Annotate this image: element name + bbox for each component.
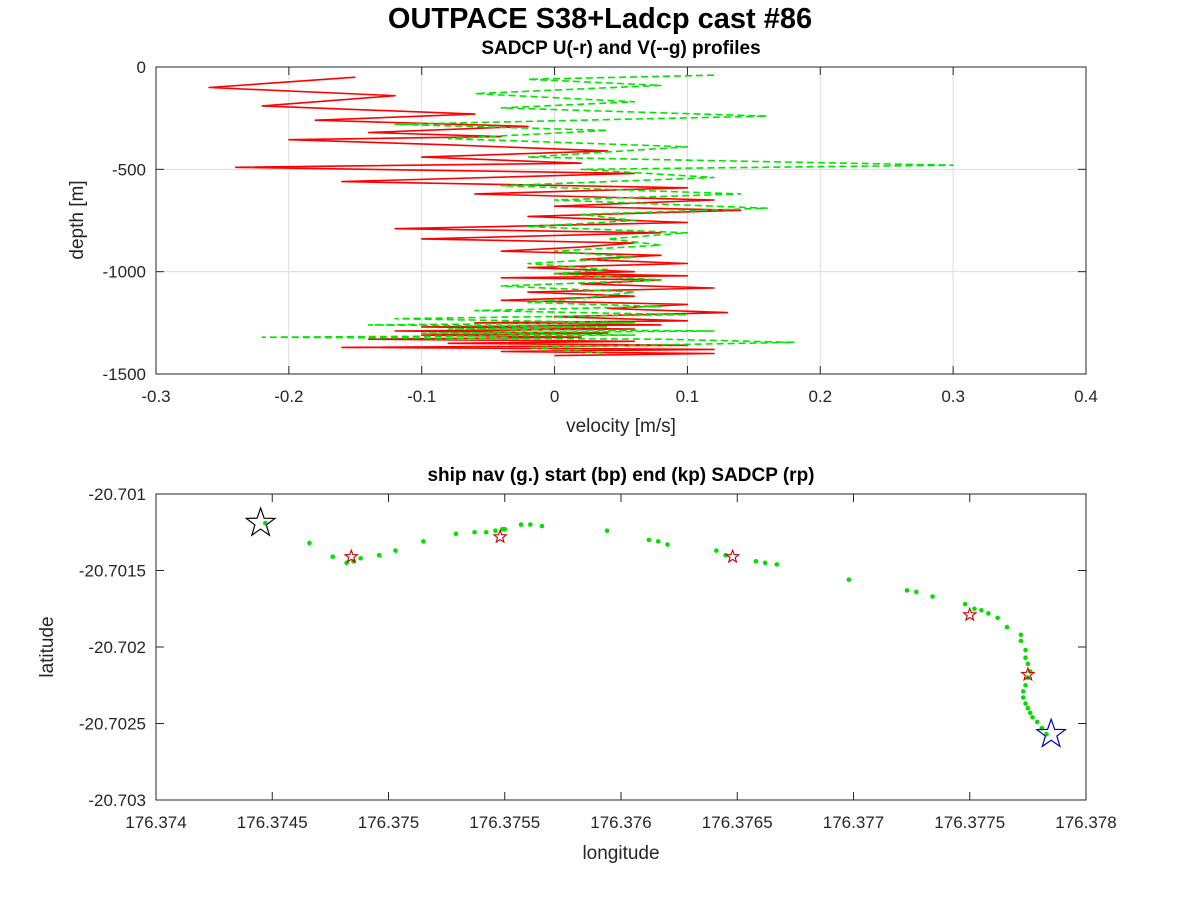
nav-ylabel: latitude [37,616,58,677]
nav-point [453,531,459,537]
profile-title: SADCP U(-r) and V(--g) profiles [481,38,760,59]
nav-point [1030,715,1035,720]
nav-panel: 176.374 176.3745 176.375 176.3755 176.376 176… [37,465,1117,864]
sadcp-star-marker [724,548,741,564]
nav-point [665,542,670,547]
profile-ticks: -0.3 -0.2 -0.1 0 0.1 0.2 0.3 0.4 -1500 -1000 -500 0 [103,58,1098,406]
nav-xtick-label: 176.377 [823,813,884,832]
nav-point [904,588,910,593]
nav-xtick-label: 176.375 [358,813,419,832]
nav-point [972,606,977,612]
nav-point [358,555,363,561]
nav-point [1023,655,1028,661]
nav-ytick-label: -20.702 [88,638,146,657]
nav-ytick-label: -20.7015 [79,562,146,581]
nav-xtick-label: 176.376 [590,813,651,832]
nav-point [753,559,759,564]
nav-point [846,577,852,582]
nav-point [376,552,382,558]
profile-ylabel: depth [m] [67,180,88,259]
nav-point [655,539,661,544]
nav-point [1034,719,1040,725]
nav-xtick-label: 176.3745 [237,813,308,832]
profile-axes-box [155,66,1087,375]
profile-xtick-label: -0.1 [407,387,436,406]
nav-point [762,560,768,566]
nav-point [604,528,610,534]
nav-title: ship nav (g.) start (bp) end (kp) SADCP … [427,465,814,486]
u-velocity-line [208,76,742,357]
nav-point [723,552,728,558]
nav-point [493,528,498,534]
start-star-marker [1035,717,1068,748]
nav-point [774,562,780,567]
nav-point [1018,632,1024,638]
nav-point [714,548,719,553]
profile-xtick-label: -0.3 [141,387,170,406]
nav-xtick-label: 176.378 [1055,813,1116,832]
nav-point [502,526,508,532]
profile-panel: -0.3 -0.2 -0.1 0 0.1 0.2 0.3 0.4 -1500 -1000 -500 0… [67,38,1098,437]
nav-series [244,506,1068,748]
nav-point [307,540,312,546]
sadcp-star-marker [1020,666,1036,682]
nav-point [646,537,652,543]
nav-point [1023,701,1028,706]
nav-point [979,607,984,613]
nav-plot-area [156,494,1086,800]
nav-point [1018,638,1024,644]
nav-point [528,522,533,527]
profile-xtick-label: 0.2 [808,387,832,406]
nav-ytick-label: -20.701 [88,485,146,504]
nav-point [1023,647,1028,653]
nav-point [472,529,477,535]
nav-point [1027,710,1033,716]
nav-xtick-label: 176.3755 [469,813,540,832]
nav-point [962,601,968,607]
v-velocity-line [261,74,954,355]
sadcp-star-marker [962,606,978,622]
nav-point [1023,682,1028,688]
profile-xtick-label: -0.2 [274,387,303,406]
nav-ticks: 176.374 176.3745 176.375 176.3755 176.376 176… [79,485,1117,832]
profile-xlabel: velocity [m/s] [566,416,676,437]
sadcp-star-marker [343,548,359,564]
nav-xlabel: longitude [582,843,659,864]
nav-point [330,554,336,560]
profile-series [208,74,954,357]
profile-xtick-label: 0.3 [941,387,965,406]
profile-xtick-label: 0.1 [676,387,700,406]
nav-point [483,529,489,535]
nav-point [539,523,545,529]
nav-point [1025,705,1031,711]
nav-point [1020,695,1026,700]
nav-point [1025,661,1031,667]
sadcp-star-marker [492,528,508,544]
profile-xtick-label: 0 [550,387,559,406]
nav-point [913,589,919,595]
nav-point [930,594,935,599]
nav-ytick-label: -20.7025 [79,715,146,734]
figure-title: OUTPACE S38+Ladcp cast #86 [388,3,812,35]
profile-ytick-label: 0 [137,58,146,77]
nav-xtick-label: 176.374 [125,813,186,832]
nav-point [995,615,1000,621]
nav-point [393,548,398,553]
nav-xtick-label: 176.3765 [702,813,773,832]
nav-ytick-label: -20.703 [88,791,146,810]
nav-xtick-label: 176.3775 [934,813,1005,832]
nav-point [1020,689,1026,694]
nav-point [421,539,426,544]
nav-point [518,522,524,527]
profile-ytick-label: -500 [112,160,146,179]
profile-ytick-label: -1500 [103,365,146,384]
nav-point [986,611,991,616]
profile-ytick-label: -1000 [103,263,146,282]
end-star-marker [244,506,277,537]
nav-point [1004,624,1010,630]
profile-xtick-label: 0.4 [1074,387,1098,406]
